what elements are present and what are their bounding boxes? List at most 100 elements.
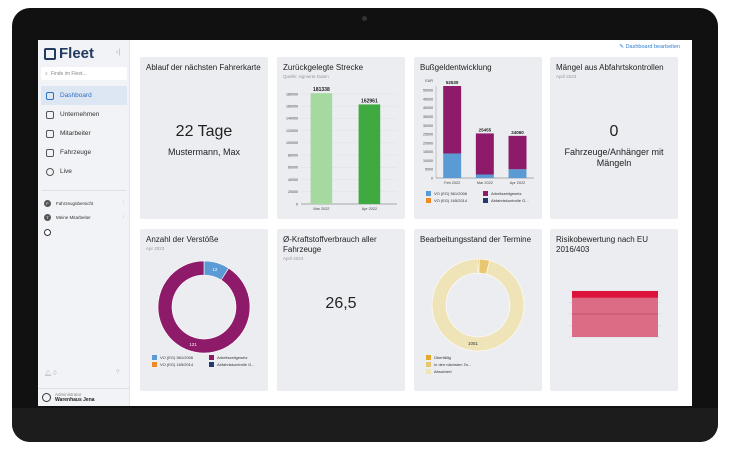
more-icon[interactable]: ⋮ bbox=[121, 214, 127, 219]
sidebar-item-label: Dashboard bbox=[60, 92, 92, 99]
y-tick-label: 120000 bbox=[286, 129, 298, 133]
y-tick-label: 5000 bbox=[425, 168, 433, 172]
legend-swatch bbox=[209, 355, 214, 360]
donut-slice bbox=[431, 258, 525, 352]
favorite-label: Fahrzeugübersicht bbox=[56, 200, 94, 206]
card-title: Ø-Kraftstoffverbrauch aller Fahrzeuge bbox=[283, 235, 377, 254]
chart-legend: VO (EG) 561/2006 Arbeitszeitgesetz VO (EG)… bbox=[426, 191, 534, 203]
x-tick-label: Apr 2022 bbox=[362, 207, 377, 211]
sidebar-item-mitarbeiter[interactable]: Mitarbeiter bbox=[38, 124, 130, 143]
legend-label: Absolviert bbox=[434, 369, 452, 374]
live-icon bbox=[46, 167, 54, 176]
y-tick-label: 40000 bbox=[423, 106, 433, 110]
card-risiko[interactable]: Risikobewertung nach EU 2016/403 bbox=[550, 229, 678, 391]
legend-item[interactable]: Absolviert bbox=[426, 369, 534, 374]
legend-label: Arbeitszeitgesetz bbox=[217, 355, 248, 360]
bar bbox=[358, 104, 381, 204]
data-label: 52530 bbox=[446, 80, 459, 85]
card-termine[interactable]: Bearbeitungsstand der Termine 1051 Überf… bbox=[414, 229, 542, 391]
card-verstoesse[interactable]: Anzahl der Verstöße Apr 2023 12 121 VO (E… bbox=[140, 229, 268, 391]
legend-item[interactable]: Überfällig bbox=[426, 355, 534, 360]
x-tick-label: Apr 2022 bbox=[510, 181, 525, 185]
user-name: Warenhaus Jena bbox=[55, 397, 95, 403]
data-label: 24060 bbox=[511, 130, 524, 135]
card-bussgeld[interactable]: Bußgeldentwicklung EUR 0 5000 10000 15000 200… bbox=[414, 57, 542, 219]
legend-swatch bbox=[152, 355, 157, 360]
legend-swatch bbox=[152, 362, 157, 367]
legend-label: Überfällig bbox=[434, 355, 451, 360]
y-axis-label: EUR bbox=[425, 79, 433, 83]
card-fahrerkarte[interactable]: Ablauf der nächsten Fahrerkarte 22 Tage … bbox=[140, 57, 268, 219]
legend-label: VO (EG) 165/2014 bbox=[434, 198, 468, 203]
defects-value: 0 bbox=[609, 123, 619, 140]
bar-segment bbox=[443, 153, 462, 178]
y-tick-label: 0 bbox=[431, 176, 433, 180]
user-avatar-icon bbox=[42, 393, 51, 402]
collapse-sidebar-icon[interactable]: ‹| bbox=[116, 49, 121, 56]
card-title: Bearbeitungsstand der Termine bbox=[420, 235, 532, 244]
notifications-button[interactable]: 🔔︎ 0 bbox=[44, 370, 57, 377]
card-subtitle: April 2023 bbox=[556, 74, 577, 79]
user-menu[interactable]: Administrator Warenhaus Jena bbox=[38, 388, 130, 406]
screen: Fleet ‹| ⌕ Finde im Fleet... Dashboard Un… bbox=[38, 40, 692, 406]
card-strecke[interactable]: Zurückgelegte Strecke Quelle: signierte … bbox=[277, 57, 405, 219]
edit-dashboard-label: Dashboard bearbeiten bbox=[625, 44, 680, 50]
sidebar-nav: Dashboard Unternehmen Mitarbeiter Fahrze… bbox=[38, 86, 130, 181]
y-tick-label: 40000 bbox=[288, 178, 298, 182]
bar-segment bbox=[475, 133, 494, 175]
camera bbox=[362, 16, 367, 21]
y-tick-label: 20000 bbox=[423, 141, 433, 145]
y-tick-label: 180000 bbox=[286, 92, 298, 96]
sidebar-item-dashboard[interactable]: Dashboard bbox=[41, 86, 127, 105]
card-kraftstoff[interactable]: Ø-Kraftstoffverbrauch aller Fahrzeuge Ap… bbox=[277, 229, 405, 391]
legend-item[interactable]: VO (EG) 165/2014 bbox=[152, 362, 203, 367]
logo: Fleet bbox=[44, 45, 94, 62]
more-icon[interactable]: ⋮ bbox=[121, 200, 127, 205]
pencil-icon: ✎ bbox=[619, 44, 625, 50]
bar-segment bbox=[508, 135, 527, 170]
bar-segment bbox=[572, 297, 658, 337]
card-title: Bußgeldentwicklung bbox=[420, 63, 492, 72]
help-icon[interactable]: ? bbox=[116, 370, 120, 376]
y-tick-label: 100000 bbox=[286, 141, 298, 145]
y-tick-label: 35000 bbox=[423, 115, 433, 119]
legend-item[interactable]: VO (EG) 165/2014 bbox=[426, 198, 477, 203]
add-favorite-button[interactable] bbox=[44, 226, 126, 238]
card-maengel[interactable]: Mängel aus Abfahrtskontrollen April 2023… bbox=[550, 57, 678, 219]
legend-label: VO (EG) 165/2014 bbox=[160, 362, 194, 367]
y-tick-label: 10000 bbox=[423, 159, 433, 163]
bar-segment bbox=[443, 86, 462, 154]
legend-item[interactable]: VO (EG) 561/2006 bbox=[152, 355, 203, 360]
legend-item[interactable]: Abfahrtskontrolle G... bbox=[209, 362, 260, 367]
card-title: Anzahl der Verstöße bbox=[146, 235, 219, 244]
slice-label: 121 bbox=[189, 342, 197, 347]
legend-item[interactable]: In den nächsten Ta... bbox=[426, 362, 534, 367]
legend-swatch bbox=[426, 198, 431, 203]
search-input[interactable]: ⌕ Finde im Fleet... bbox=[41, 67, 127, 80]
legend-item[interactable]: Arbeitszeitgesetz bbox=[483, 191, 534, 196]
y-tick-label: 30000 bbox=[423, 124, 433, 128]
card-subtitle: April 2023 bbox=[283, 256, 304, 261]
sidebar-item-label: Fahrzeuge bbox=[60, 149, 92, 156]
appointments-donut-chart: 1051 bbox=[431, 258, 525, 352]
edit-dashboard-link[interactable]: ✎ Dashboard bearbeiten bbox=[619, 44, 680, 50]
card-subtitle: Quelle: signierte Daten bbox=[283, 74, 329, 79]
favorite-fahrzeuguebersicht[interactable]: F Fahrzeugübersicht ⋮ bbox=[44, 197, 126, 209]
slice-label: 12 bbox=[212, 267, 218, 272]
legend-item[interactable]: VO (EG) 561/2006 bbox=[426, 191, 477, 196]
y-tick-label: 80000 bbox=[288, 153, 298, 157]
y-tick-label: 160000 bbox=[286, 105, 298, 109]
bar bbox=[310, 93, 333, 204]
sidebar-item-fahrzeuge[interactable]: Fahrzeuge bbox=[38, 143, 130, 162]
favorite-meine-mitarbeiter[interactable]: T Meine Mitarbeiter ⋮ bbox=[44, 211, 126, 223]
driver-name: Mustermann, Max bbox=[167, 147, 241, 157]
legend-item[interactable]: Arbeitszeitgesetz bbox=[209, 355, 260, 360]
legend-item[interactable]: Abfahrtskontrolle G... bbox=[483, 198, 534, 203]
sidebar-item-live[interactable]: Live bbox=[38, 162, 130, 181]
card-title: Ablauf der nächsten Fahrerkarte bbox=[146, 63, 261, 72]
sidebar-item-unternehmen[interactable]: Unternehmen bbox=[38, 105, 130, 124]
y-tick-label: 20000 bbox=[288, 190, 298, 194]
sidebar: Fleet ‹| ⌕ Finde im Fleet... Dashboard Un… bbox=[38, 40, 130, 406]
legend-label: Abfahrtskontrolle G... bbox=[491, 198, 529, 203]
bar-segment bbox=[572, 291, 658, 298]
